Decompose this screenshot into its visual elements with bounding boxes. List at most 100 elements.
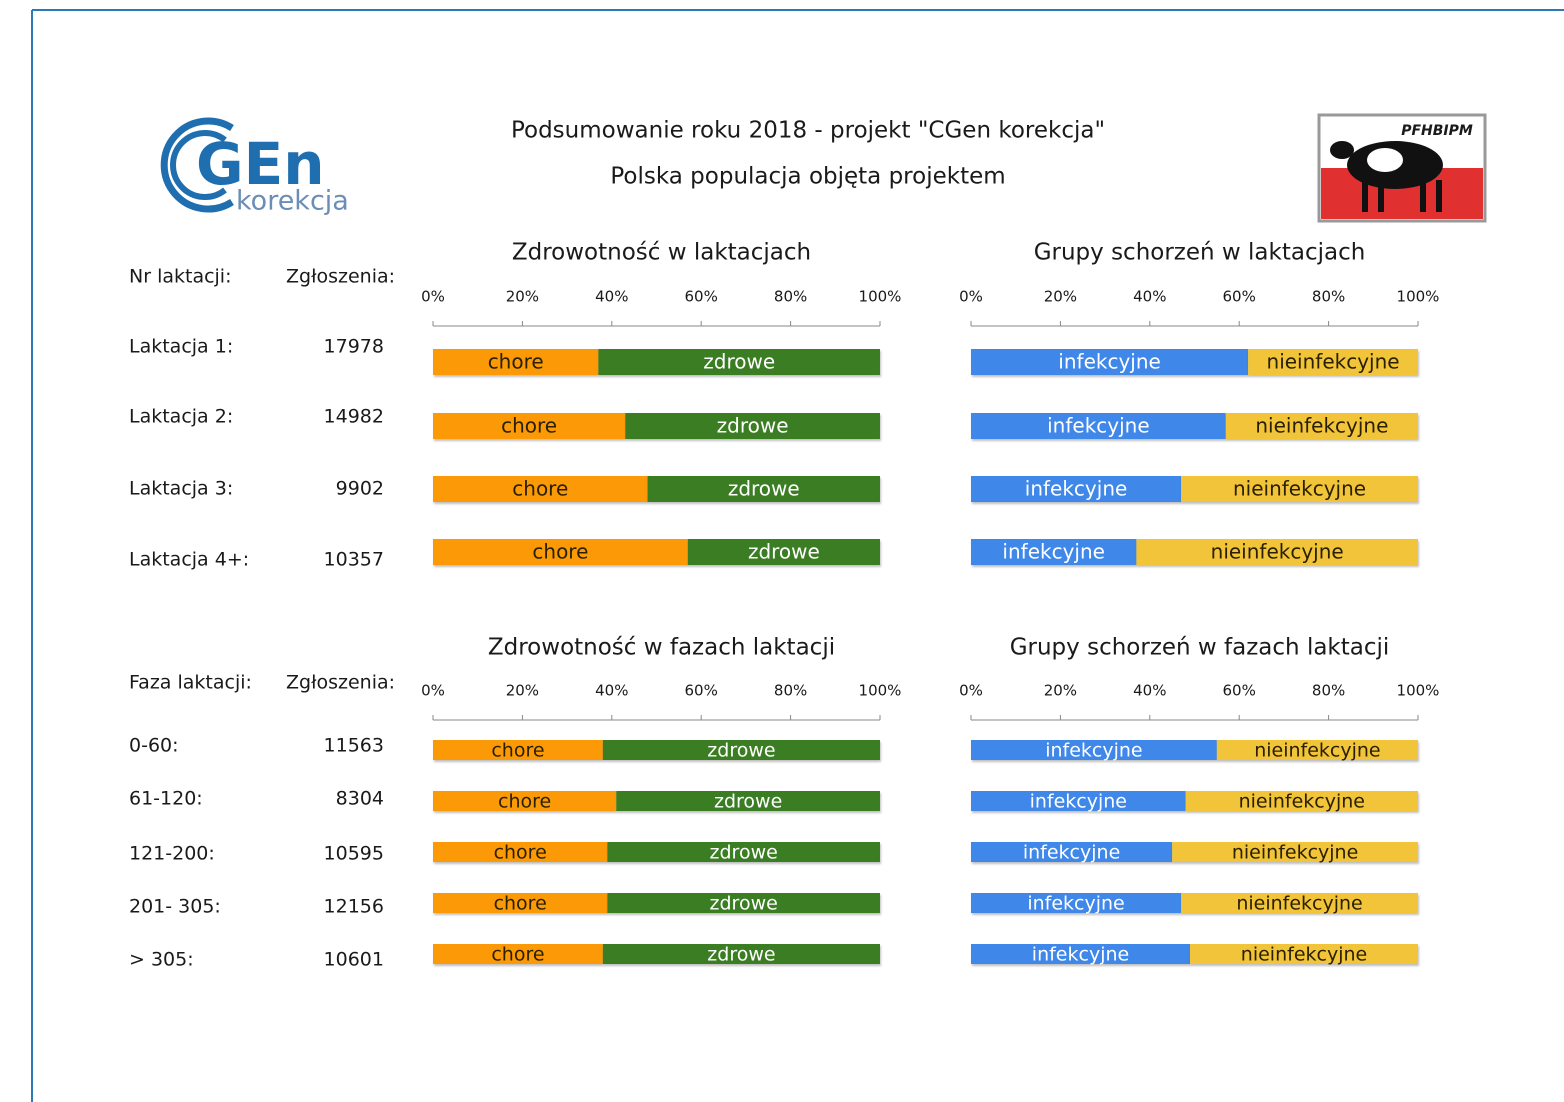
row-label: 61-120: xyxy=(129,788,203,810)
bar-segment xyxy=(971,740,1217,760)
row-count: 17978 xyxy=(324,336,384,358)
segment-label: nieinfekcyjne xyxy=(1232,842,1358,864)
segment-label: infekcyjne xyxy=(1032,944,1129,966)
row-count: 10357 xyxy=(324,549,384,571)
row-label: > 305: xyxy=(129,949,194,971)
row-label: 121-200: xyxy=(129,843,215,865)
x-tick-label: 40% xyxy=(1133,288,1166,306)
cow-leg xyxy=(1420,180,1426,212)
bar-segment xyxy=(607,893,880,913)
bar-segment xyxy=(625,413,880,439)
segment-label: zdrowe xyxy=(710,893,778,915)
logo: GEn korekcja xyxy=(160,117,349,217)
segment-label: chore xyxy=(488,350,544,374)
bar-segment xyxy=(433,842,608,862)
x-tick-label: 100% xyxy=(859,288,902,306)
x-tick-label: 20% xyxy=(1044,682,1077,700)
x-tick-label: 0% xyxy=(959,682,983,700)
cow-head xyxy=(1330,141,1354,159)
chart-title: Zdrowotność w laktacjach xyxy=(512,240,811,266)
row-label: Laktacja 1: xyxy=(129,336,233,358)
segment-label: zdrowe xyxy=(707,944,775,966)
row-count: 11563 xyxy=(324,735,384,757)
bar-segment xyxy=(971,791,1186,811)
segment-label: zdrowe xyxy=(717,414,789,438)
bar-segment xyxy=(1190,944,1418,964)
table-header: Nr laktacji: xyxy=(129,266,232,288)
segment-label: nieinfekcyjne xyxy=(1267,350,1400,374)
bar-segment xyxy=(433,539,688,565)
table-header: Faza laktacji: xyxy=(129,672,252,694)
x-tick-label: 60% xyxy=(1223,288,1256,306)
x-tick-label: 40% xyxy=(595,288,628,306)
row-label: 0-60: xyxy=(129,735,179,757)
segment-label: chore xyxy=(501,414,557,438)
x-tick-label: 80% xyxy=(1312,288,1345,306)
bar-segment xyxy=(971,893,1182,913)
segment-label: chore xyxy=(491,740,544,762)
bar-segment xyxy=(433,476,648,502)
bar-segment xyxy=(971,413,1226,439)
segment-label: nieinfekcyjne xyxy=(1236,893,1362,915)
row-count: 12156 xyxy=(324,896,384,918)
row-count: 10595 xyxy=(324,843,384,865)
cow-leg xyxy=(1436,180,1442,212)
segment-label: zdrowe xyxy=(748,540,820,564)
segment-label: nieinfekcyjne xyxy=(1239,791,1365,813)
row-label: Laktacja 3: xyxy=(129,478,233,500)
badge-text: PFHBIPM xyxy=(1401,123,1473,139)
bar-segment xyxy=(1172,842,1418,862)
row-count: 10601 xyxy=(324,949,384,971)
x-tick-label: 80% xyxy=(774,682,807,700)
x-tick-label: 80% xyxy=(1312,682,1345,700)
segment-label: infekcyjne xyxy=(1047,414,1150,438)
subtitle: Polska populacja objęta projektem xyxy=(610,164,1005,190)
chart-title: Grupy schorzeń w fazach laktacji xyxy=(1010,635,1390,661)
logo-arc xyxy=(170,130,227,200)
x-tick-label: 20% xyxy=(1044,288,1077,306)
x-tick-label: 40% xyxy=(1133,682,1166,700)
x-tick-label: 20% xyxy=(506,682,539,700)
cow-leg xyxy=(1378,180,1384,212)
segment-label: nieinfekcyjne xyxy=(1233,477,1366,501)
segment-label: infekcyjne xyxy=(1030,791,1127,813)
bar-segment xyxy=(971,539,1137,565)
segment-label: infekcyjne xyxy=(1025,477,1128,501)
bar-segment xyxy=(647,476,880,502)
segment-label: chore xyxy=(494,893,547,915)
bar-segment xyxy=(1225,413,1418,439)
x-tick-label: 20% xyxy=(506,288,539,306)
bar-segment xyxy=(616,791,880,811)
chart-title: Zdrowotność w fazach laktacji xyxy=(488,635,835,661)
x-tick-label: 80% xyxy=(774,288,807,306)
x-tick-label: 40% xyxy=(595,682,628,700)
table-header: Zgłoszenia: xyxy=(286,266,395,288)
bar-segment xyxy=(1181,893,1418,913)
row-label: Laktacja 4+: xyxy=(129,549,249,571)
bar-segment xyxy=(602,944,880,964)
row-count: 9902 xyxy=(336,478,384,500)
bar-segment xyxy=(433,791,617,811)
table-header: Zgłoszenia: xyxy=(286,672,395,694)
segment-label: chore xyxy=(512,477,568,501)
bar-segment xyxy=(1136,539,1418,565)
cow-leg xyxy=(1362,180,1368,212)
badge: PFHBIPM xyxy=(1317,113,1487,223)
segment-label: infekcyjne xyxy=(1023,842,1120,864)
segment-label: chore xyxy=(532,540,588,564)
bar-segment xyxy=(433,740,603,760)
x-tick-label: 0% xyxy=(421,288,445,306)
bar-segment xyxy=(971,476,1182,502)
bar-segment xyxy=(971,944,1191,964)
segment-label: infekcyjne xyxy=(1027,893,1124,915)
bar-segment xyxy=(607,842,880,862)
segment-label: infekcyjne xyxy=(1058,350,1161,374)
x-tick-label: 60% xyxy=(685,682,718,700)
x-tick-label: 0% xyxy=(421,682,445,700)
x-tick-label: 100% xyxy=(1397,288,1440,306)
bar-segment xyxy=(433,349,599,375)
bar-segment xyxy=(1216,740,1418,760)
segment-label: nieinfekcyjne xyxy=(1241,944,1367,966)
segment-label: chore xyxy=(498,791,551,813)
